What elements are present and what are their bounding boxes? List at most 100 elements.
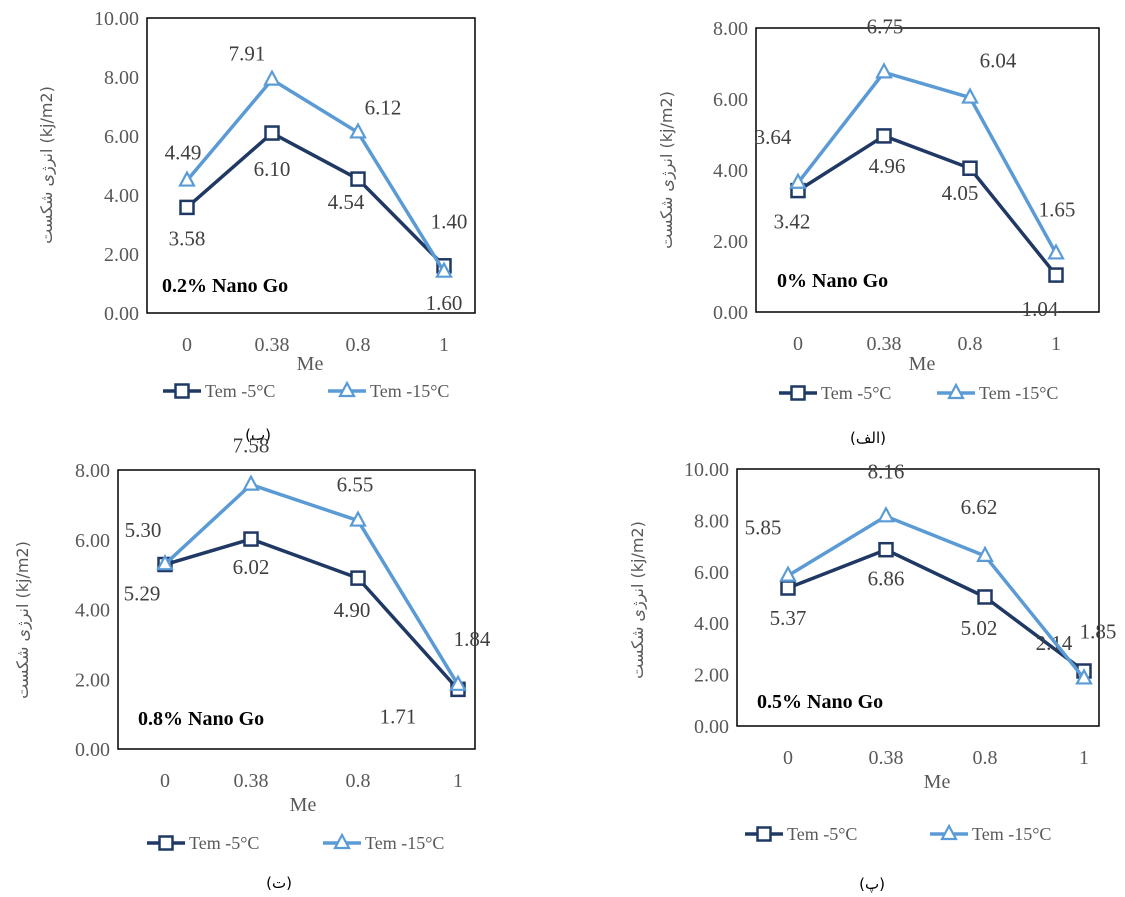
data-point-square-marker: [876, 128, 892, 144]
y-axis-title: انرژی شکست (kj/m2): [628, 521, 648, 679]
data-label: 5.37: [770, 606, 807, 630]
x-tick-label: 0.8: [346, 770, 371, 792]
y-tick-label: 4.00: [104, 185, 139, 207]
data-point-triangle-marker: [449, 674, 467, 691]
data-label: 1.84: [454, 627, 491, 651]
data-point-triangle-marker: [789, 172, 807, 189]
data-point-triangle-marker: [976, 545, 994, 562]
panel-caption: (ت): [266, 874, 292, 892]
plot-border: [146, 17, 476, 314]
y-tick-label: 10.00: [94, 8, 139, 30]
chart-panel-3: 0.00 2.00 4.00 6.00 8.00 10.00 0 0.38 0.8 1 Me انرژ…: [628, 459, 1116, 893]
y-axis-title: انرژی شکست (kj/m2): [37, 86, 57, 244]
data-point-square-marker: [264, 125, 280, 141]
data-point-square-marker: [1048, 267, 1064, 283]
legend-item-tem-5c: Tem -5°C: [163, 381, 275, 401]
y-tick-label: 6.00: [713, 89, 748, 111]
y-tick-label: 2.00: [75, 669, 110, 691]
y-tick-label: 0.00: [694, 716, 729, 738]
plot-border: [736, 468, 1100, 727]
series-line-tem-15c: [163, 482, 460, 686]
legend-square-marker: [756, 826, 772, 842]
y-tick-label: 8.00: [694, 510, 729, 532]
y-tick-label: 8.00: [75, 460, 110, 482]
legend-label: Tem -15°C: [972, 824, 1051, 844]
x-tick-label: 0.8: [346, 334, 371, 356]
y-tick-label: 2.00: [694, 665, 729, 687]
legend-item-tem-15c: Tem -15°C: [323, 832, 444, 853]
legend-label: Tem -5°C: [821, 383, 891, 403]
data-point-square-marker: [350, 171, 366, 187]
data-label: 4.49: [165, 141, 202, 165]
data-label: 5.85: [745, 516, 782, 540]
series-line-tem-5c: [797, 134, 1058, 277]
x-tick-label: 1: [1079, 747, 1089, 769]
chart-panel-1: 0.00 2.00 4.00 6.00 8.00 0 0.38 0.8 1 Me انرژی شکس…: [657, 14, 1100, 447]
series-line-tem-15c: [185, 77, 446, 273]
x-tick-label: 1: [1051, 333, 1061, 355]
data-label: 5.02: [961, 616, 998, 640]
data-point-triangle-marker: [242, 474, 260, 491]
y-tick-label: 6.00: [75, 530, 110, 552]
panel-caption: (پ): [859, 875, 885, 893]
nano-go-annotation: 0.2% Nano Go: [162, 275, 288, 297]
x-tick-label: 0: [793, 333, 803, 355]
data-label: 6.02: [233, 555, 270, 579]
x-tick-label: 0: [182, 334, 192, 356]
x-axis-title: Me: [909, 353, 936, 375]
x-tick-label: 0.8: [973, 747, 998, 769]
legend-label: Tem -15°C: [365, 833, 444, 853]
plot-border: [755, 27, 1100, 313]
plot-border: [117, 469, 476, 750]
legend-square-marker: [174, 383, 190, 399]
y-axis-title: انرژی شکست (kj/m2): [13, 541, 33, 699]
data-point-triangle-marker: [263, 69, 281, 86]
data-point-triangle-marker: [877, 505, 895, 523]
data-label: 6.12: [365, 95, 402, 119]
data-point-triangle-marker: [349, 510, 367, 527]
data-point-triangle-marker: [435, 261, 453, 278]
legend-item-tem-5c: Tem -5°C: [147, 833, 259, 853]
data-label: 5.30: [125, 518, 162, 542]
series-line-tem-5c: [787, 547, 1086, 673]
x-tick-label: 0.8: [958, 333, 983, 355]
series-line-tem-5c: [164, 537, 460, 691]
data-point-triangle-marker: [875, 62, 893, 79]
series-line-tem-15c: [796, 70, 1058, 255]
y-tick-label: 0.00: [713, 302, 748, 324]
legend-triangle-marker: [947, 382, 965, 400]
data-point-triangle-marker: [156, 553, 174, 571]
legend-label: Tem -15°C: [370, 381, 449, 401]
nano-go-annotation: 0% Nano Go: [777, 270, 888, 292]
data-label: 1.04: [1022, 297, 1059, 321]
data-point-square-marker: [977, 589, 993, 605]
data-point-square-marker: [780, 580, 796, 596]
panel-caption: (الف): [850, 429, 886, 447]
legend-label: Tem -15°C: [979, 383, 1058, 403]
data-point-square-marker: [878, 541, 894, 558]
data-label: 4.54: [328, 190, 365, 214]
series-line-tem-15c: [787, 514, 1086, 680]
y-tick-label: 2.00: [104, 244, 139, 266]
x-axis-title: Me: [297, 353, 324, 375]
legend-label: Tem -5°C: [787, 824, 857, 844]
x-tick-label: 1: [439, 334, 449, 356]
y-tick-label: 6.00: [694, 562, 729, 584]
legend-square-marker: [790, 385, 806, 401]
legend-triangle-marker: [333, 832, 351, 850]
data-label: 4.96: [869, 154, 906, 178]
data-point-triangle-marker: [961, 87, 979, 104]
legend-label: Tem -5°C: [205, 381, 275, 401]
data-point-triangle-marker: [779, 565, 797, 582]
data-point-square-marker: [350, 570, 366, 586]
data-label: 3.64: [755, 125, 792, 149]
x-tick-label: 1: [453, 770, 463, 792]
chart-panel-0: 0.00 2.00 4.00 6.00 8.00 10.00 0 0.38 0.8 1 Me انرژ…: [37, 8, 476, 444]
y-tick-label: 4.00: [694, 613, 729, 635]
data-label: 3.42: [774, 210, 811, 234]
data-label: 1.65: [1039, 197, 1076, 221]
y-tick-label: 2.00: [713, 231, 748, 253]
x-tick-label: 0.38: [869, 747, 904, 769]
nano-go-annotation: 0.5% Nano Go: [757, 691, 883, 713]
data-label: 6.04: [980, 49, 1017, 73]
